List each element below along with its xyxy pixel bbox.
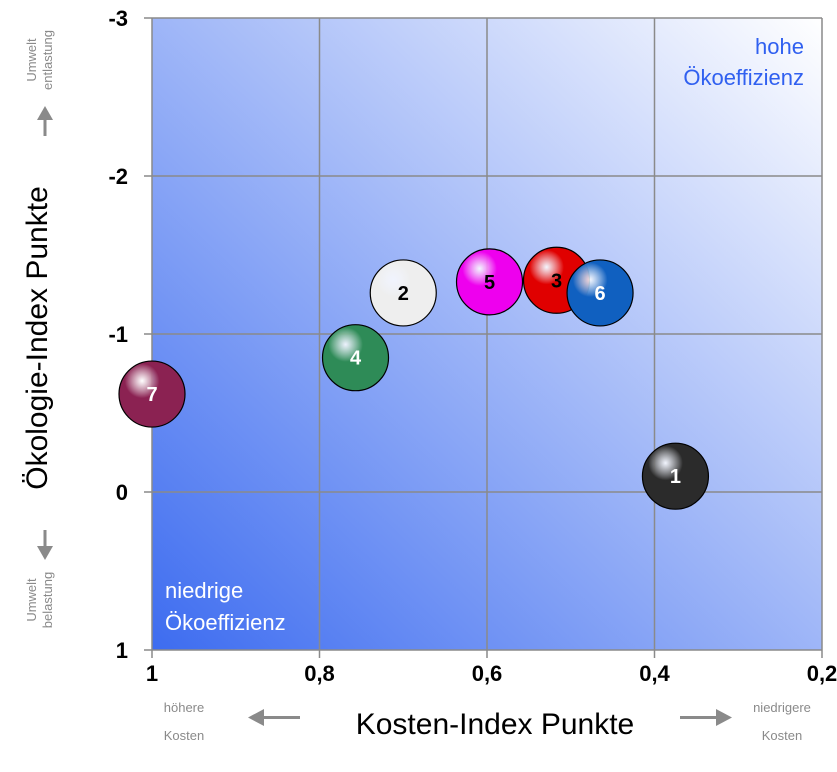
data-point-label-1: 1 xyxy=(670,466,681,488)
y-note-top-line2: entlastung xyxy=(40,30,55,90)
y-tick-label: 1 xyxy=(116,638,128,663)
x-tick-label: 0,8 xyxy=(304,661,335,686)
data-point-1 xyxy=(641,442,710,510)
arrow-left-icon xyxy=(248,709,300,726)
arrow-up-icon xyxy=(37,106,53,136)
data-point-4 xyxy=(321,324,390,392)
data-points: 1 2 3 4 5 6 7 xyxy=(118,246,710,510)
annotation-high-line1: hohe xyxy=(755,34,804,59)
data-point-label-6: 6 xyxy=(595,283,606,305)
y-note-bottom-line2: belastung xyxy=(40,572,55,628)
y-tick-label: -1 xyxy=(108,322,128,347)
y-note-bottom-line1: Umwelt xyxy=(24,578,39,622)
x-tick-label: 0,4 xyxy=(639,661,670,686)
arrow-right-icon xyxy=(680,709,732,726)
x-tick-label: 1 xyxy=(146,661,158,686)
data-point-7 xyxy=(118,360,186,428)
y-axis-title: Ökologie-Index Punkte xyxy=(21,186,54,490)
data-point-label-4: 4 xyxy=(350,348,362,370)
x-note-right-line2: Kosten xyxy=(762,728,802,743)
arrow-down-icon xyxy=(37,530,53,560)
data-point-6 xyxy=(566,259,634,327)
x-tick-label: 0,2 xyxy=(807,661,837,686)
annotation-low-line1: niedrige xyxy=(165,578,243,603)
x-tick-label: 0,6 xyxy=(472,661,503,686)
grid xyxy=(144,17,823,658)
x-note-right-line1: niedrigere xyxy=(753,700,811,715)
x-axis-title: Kosten-Index Punkte xyxy=(356,708,635,741)
y-tick-label: -2 xyxy=(108,164,128,189)
data-point-label-2: 2 xyxy=(398,283,409,305)
y-tick-label: 0 xyxy=(116,480,128,505)
data-point-label-5: 5 xyxy=(484,272,495,294)
y-note-top-line1: Umwelt xyxy=(24,38,39,82)
x-note-left-line2: Kosten xyxy=(164,728,204,743)
tick-labels: 1 0,8 0,6 0,4 0,2 -3 -2 -1 0 1 xyxy=(108,6,837,686)
y-tick-label: -3 xyxy=(108,6,128,31)
data-point-label-3: 3 xyxy=(551,270,562,292)
data-point-2 xyxy=(369,259,437,327)
x-note-left-line1: höhere xyxy=(164,700,204,715)
annotation-low-line2: Ökoeffizienz xyxy=(165,610,286,635)
data-point-label-7: 7 xyxy=(146,384,157,406)
data-point-5 xyxy=(455,248,524,316)
annotation-high-line2: Ökoeffizienz xyxy=(683,65,804,90)
